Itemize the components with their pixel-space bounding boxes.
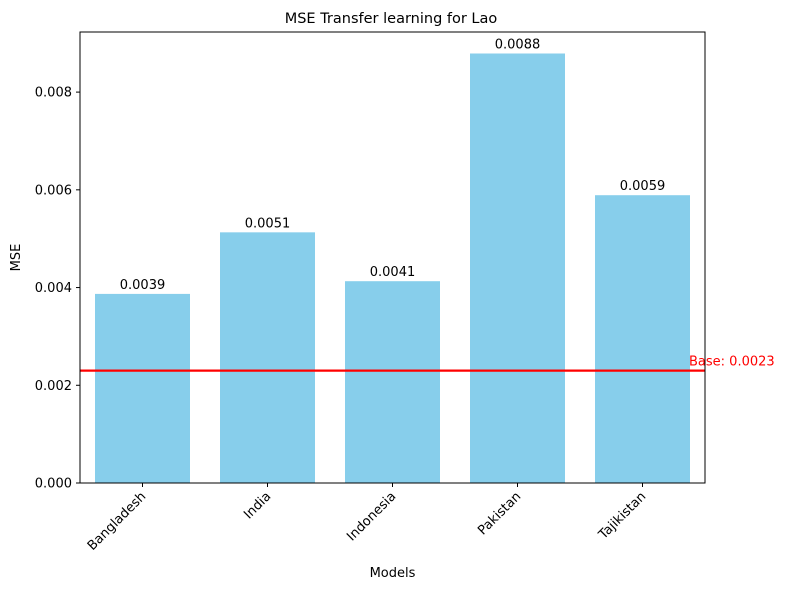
y-tick-label: 0.002 [35, 379, 72, 394]
bar-tajikistan [595, 195, 690, 483]
bar-india [220, 232, 315, 483]
x-axis: Bangladesh India Indonesia Pakistan Tajikist… [85, 483, 649, 554]
x-axis-label: Models [370, 566, 416, 581]
bars-group [95, 53, 690, 484]
y-axis-label: MSE [9, 244, 24, 272]
value-label-indonesia: 0.0041 [370, 265, 416, 280]
value-labels-group: 0.0039 0.0051 0.0041 0.0088 0.0059 [120, 37, 666, 292]
x-tick-label: Tajikistan [595, 489, 649, 543]
value-label-tajikistan: 0.0059 [620, 179, 666, 194]
y-tick-label: 0.000 [35, 477, 72, 492]
y-tick-label: 0.008 [35, 86, 72, 101]
bar-pakistan [470, 53, 565, 484]
bar-indonesia [345, 281, 440, 483]
value-label-india: 0.0051 [245, 216, 291, 231]
x-tick-label: India [241, 489, 274, 522]
x-tick-label: Indonesia [344, 489, 399, 544]
baseline-group: Base: 0.0023 [80, 355, 775, 372]
x-tick-label: Bangladesh [85, 489, 150, 554]
y-axis: 0.000 0.002 0.004 0.006 0.008 [35, 86, 80, 492]
value-label-bangladesh: 0.0039 [120, 278, 166, 293]
baseline-label: Base: 0.0023 [689, 355, 775, 370]
bar-bangladesh [95, 293, 190, 483]
value-label-pakistan: 0.0088 [495, 37, 541, 52]
y-tick-label: 0.004 [35, 281, 72, 296]
x-tick-label: Pakistan [475, 489, 524, 538]
y-tick-label: 0.006 [35, 183, 72, 198]
chart-title: MSE Transfer learning for Lao [285, 11, 498, 27]
